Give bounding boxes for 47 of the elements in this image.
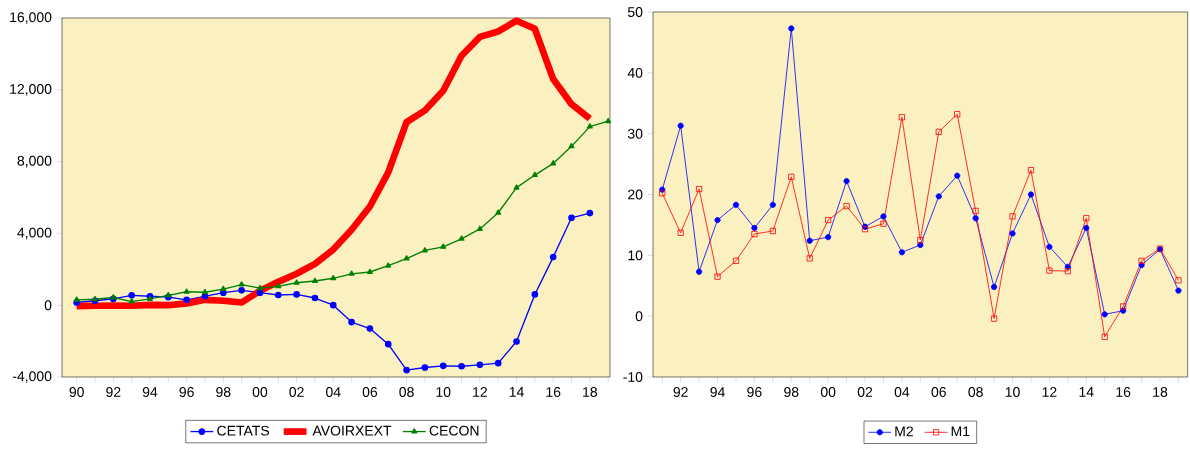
x-tick-label: 90 xyxy=(69,387,84,397)
x-tick-label: 14 xyxy=(1079,387,1094,397)
x-tick-label: 06 xyxy=(362,387,378,397)
x-tick-label: 92 xyxy=(673,387,688,397)
y-tick-label: 16,000 xyxy=(10,12,52,24)
x-tick-label: 00 xyxy=(252,387,268,397)
x-tick-label: 04 xyxy=(894,387,910,397)
x-tick-label: 08 xyxy=(399,387,414,397)
y-tick-label: 20 xyxy=(628,189,643,200)
x-tick-label: 98 xyxy=(216,387,231,397)
y-tick-label: 10 xyxy=(628,250,643,261)
legend-label: M2 xyxy=(895,426,913,437)
x-tick-label: 94 xyxy=(710,387,725,397)
x-tick-label: 92 xyxy=(106,387,121,397)
y-tick-label: 40 xyxy=(627,67,643,78)
y-tick-label: 0 xyxy=(635,311,643,322)
y-tick-label: 30 xyxy=(627,128,643,139)
y-tick-label: 4,000 xyxy=(17,227,52,240)
x-tick-label: 06 xyxy=(931,387,946,397)
x-tick-label: 02 xyxy=(289,387,304,397)
x-tick-label: 96 xyxy=(179,387,194,397)
x-tick-label: 04 xyxy=(326,387,341,397)
x-tick-label: 96 xyxy=(747,387,762,397)
y-tick-label: 0 xyxy=(44,300,52,311)
x-tick-label: 16 xyxy=(546,387,561,397)
x-tick-label: 12 xyxy=(473,387,487,397)
legend-label: CECON xyxy=(429,425,479,436)
legend-label: AVOIRXEXT xyxy=(312,425,392,436)
y-tick-label: -10 xyxy=(623,372,643,382)
x-tick-label: 94 xyxy=(142,387,158,397)
x-tick-label: 12 xyxy=(1042,387,1057,397)
x-tick-label: 14 xyxy=(509,387,524,397)
x-tick-label: 18 xyxy=(1153,387,1168,397)
x-tick-label: 16 xyxy=(1116,387,1131,397)
x-tick-label: 10 xyxy=(1005,387,1020,397)
legend-label: M1 xyxy=(951,426,970,437)
y-tick-label: 12,000 xyxy=(10,84,52,96)
y-tick-label: 50 xyxy=(627,7,643,17)
x-tick-label: 00 xyxy=(820,387,836,397)
x-tick-label: 18 xyxy=(583,387,598,397)
x-tick-label: 02 xyxy=(857,387,873,397)
x-tick-label: 10 xyxy=(436,387,451,397)
legend-label: CETATS xyxy=(217,425,270,436)
x-tick-label: 08 xyxy=(968,387,983,397)
x-tick-label: 98 xyxy=(784,387,799,397)
y-tick-label: -4,000 xyxy=(12,371,52,383)
y-tick-label: 8,000 xyxy=(17,155,52,168)
